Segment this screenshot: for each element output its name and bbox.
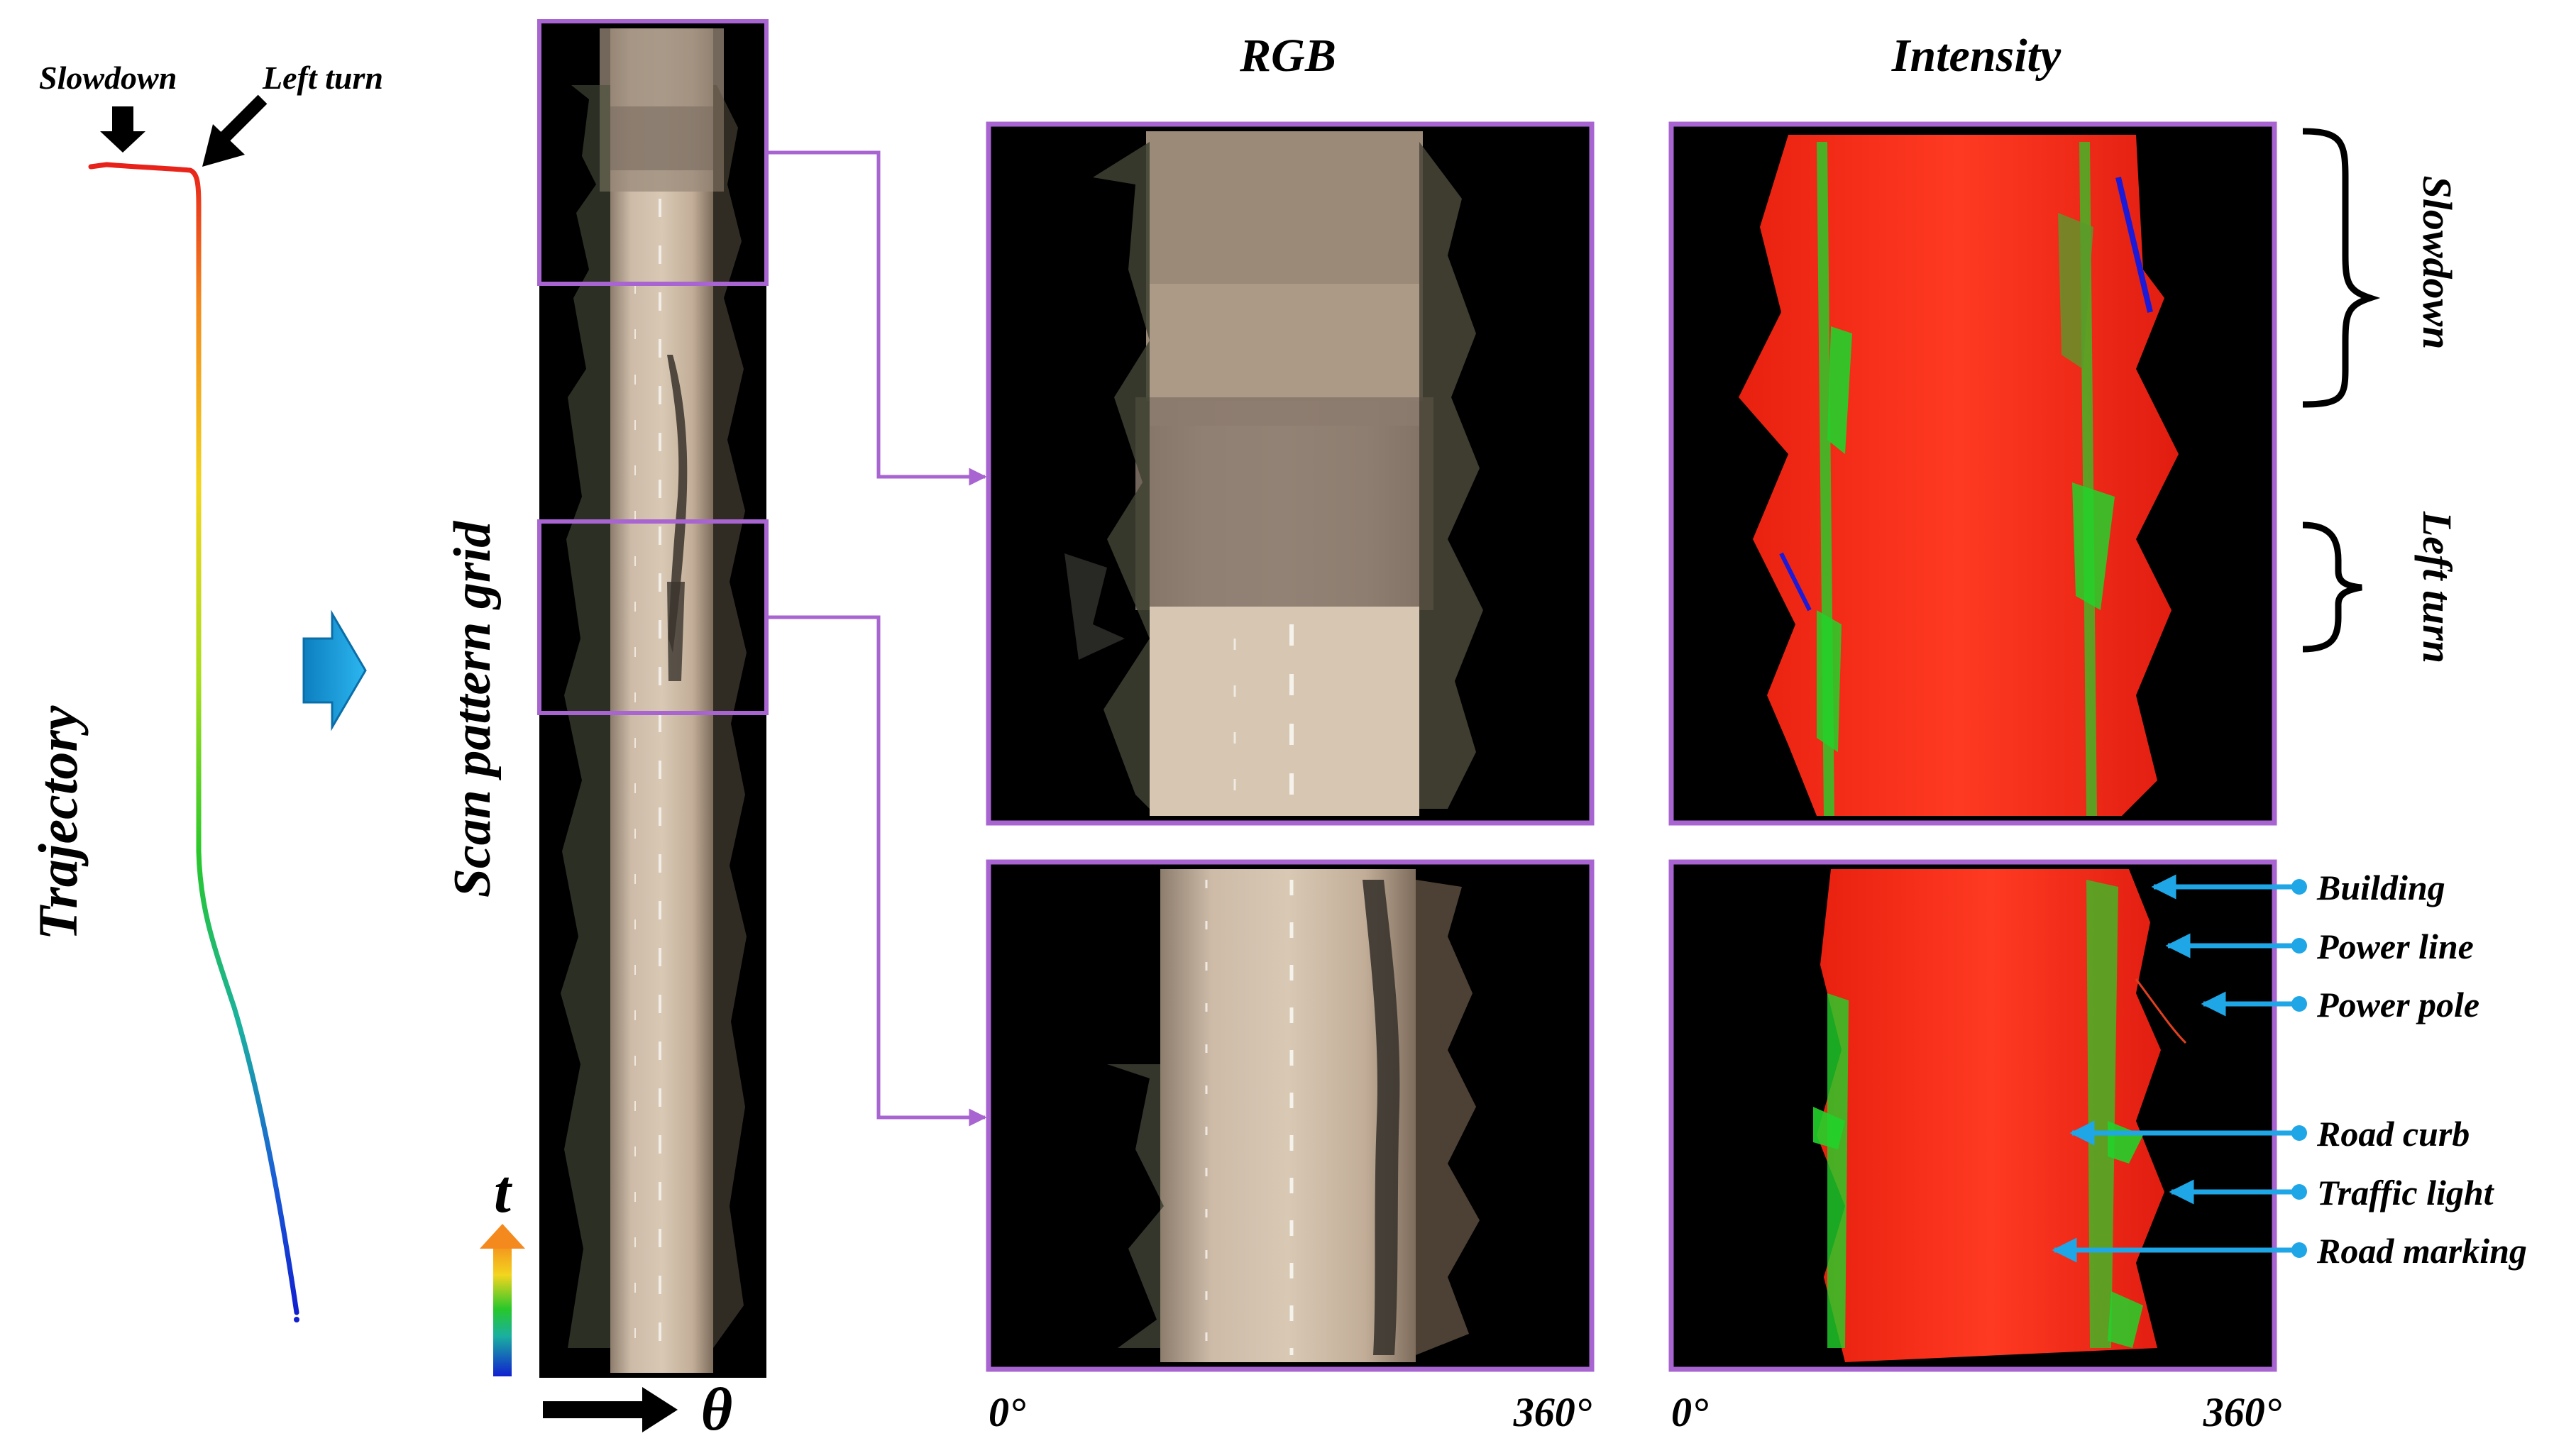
annotation-building: Building — [2151, 868, 2445, 907]
rgb-header: RGB — [1239, 30, 1336, 82]
theta-arrow-icon — [543, 1387, 678, 1432]
rainbow-colorbar-icon — [493, 1242, 512, 1376]
intensity-start-angle: 0° — [1671, 1389, 1708, 1435]
trajectory-label: Trajectory — [27, 705, 89, 940]
annotation-building-label: Building — [2316, 868, 2445, 907]
annotation-power-pole: Power pole — [2201, 985, 2479, 1024]
trajectory-panel: Trajectory Slowdown Left turn — [27, 60, 383, 1322]
slowdown-bracket: Slowdown — [2302, 128, 2460, 408]
annotation-list: Building Power line Power pole Road curb… — [2052, 868, 2527, 1271]
annotation-power-pole-label: Power pole — [2316, 985, 2479, 1024]
connector-bottom — [766, 615, 987, 1127]
left-turn-arrow-icon — [202, 94, 268, 167]
rgb-slowdown-panel — [986, 121, 1595, 826]
trajectory-curve — [88, 162, 299, 1315]
slowdown-marker-label: Slowdown — [39, 60, 177, 96]
intensity-end-angle: 360° — [2203, 1389, 2281, 1435]
intensity-header: Intensity — [1891, 30, 2062, 82]
annotation-road-curb: Road curb — [2069, 1114, 2470, 1154]
slowdown-arrow-icon — [100, 106, 145, 153]
scan-pattern-grid-label: Scan pattern grid — [444, 521, 502, 897]
rgb-left-turn-panel — [986, 859, 1595, 1372]
annotation-traffic-light: Traffic light — [2169, 1173, 2495, 1212]
time-axis-label: t — [494, 1157, 513, 1225]
scan-pattern-grid-panel: Scan pattern grid t θ — [444, 19, 987, 1443]
scan-strip-road — [610, 28, 713, 1373]
intensity-left-turn-panel — [1668, 859, 2277, 1372]
left-turn-marker-label: Left turn — [262, 60, 383, 96]
theta-axis-label: θ — [701, 1375, 733, 1443]
rgb-start-angle: 0° — [989, 1389, 1025, 1435]
annotation-road-marking: Road marking — [2052, 1231, 2527, 1271]
annotation-road-marking-label: Road marking — [2316, 1231, 2527, 1271]
annotation-power-line: Power line — [2165, 927, 2474, 966]
trajectory-end-point — [294, 1317, 299, 1322]
left-turn-bracket: Left turn — [2302, 511, 2460, 663]
slowdown-bracket-label: Slowdown — [2414, 176, 2460, 350]
annotation-traffic-light-label: Traffic light — [2317, 1173, 2495, 1212]
rgb-end-angle: 360° — [1513, 1389, 1592, 1435]
connector-top — [766, 150, 987, 486]
blue-right-arrow-icon — [302, 609, 367, 731]
annotation-road-curb-label: Road curb — [2316, 1114, 2470, 1154]
left-turn-bracket-label: Left turn — [2414, 511, 2460, 663]
colorbar-arrow-head — [480, 1224, 525, 1249]
intensity-slowdown-panel — [1668, 121, 2277, 826]
annotation-power-line-label: Power line — [2316, 927, 2474, 966]
